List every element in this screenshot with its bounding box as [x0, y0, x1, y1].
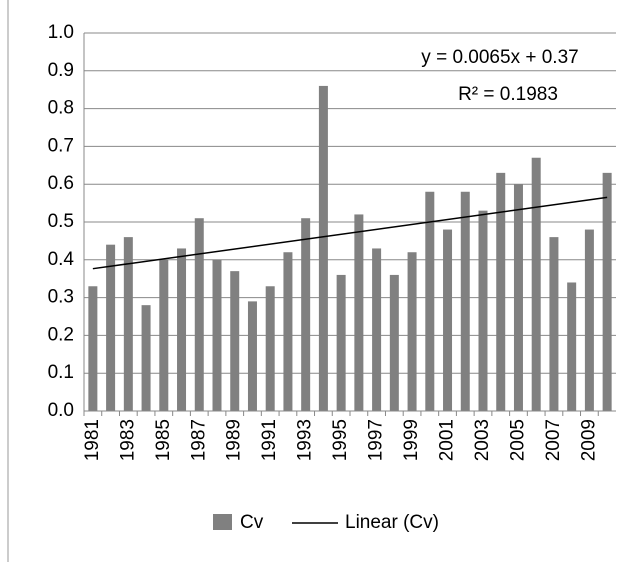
y-tick-label: 0.7	[48, 135, 74, 156]
y-tick-label: 0.9	[48, 60, 74, 81]
y-tick-label: 0.8	[48, 98, 74, 119]
x-tick-label: 1983	[117, 419, 138, 461]
trend-r-squared: R² = 0.1983	[458, 84, 558, 105]
y-tick-label: 1.0	[48, 22, 74, 43]
y-tick-label: 0.5	[48, 211, 74, 232]
trendline	[92, 196, 608, 270]
x-tick-label: 1985	[153, 419, 174, 461]
bar	[194, 218, 204, 411]
bar	[460, 191, 470, 411]
legend-swatch	[213, 514, 232, 530]
x-tick-label: 2001	[437, 419, 458, 461]
bar	[549, 237, 559, 411]
x-tick-label: 2007	[543, 419, 564, 461]
bar	[230, 271, 240, 411]
x-tick-label: 1981	[82, 419, 103, 461]
y-tick-label: 0.1	[48, 362, 74, 383]
x-tick-label: 1997	[366, 419, 387, 461]
bar	[318, 85, 328, 412]
bar	[141, 305, 151, 411]
y-tick-label: 0.2	[48, 324, 74, 345]
x-tick-label: 2009	[578, 419, 599, 461]
bar	[212, 259, 222, 411]
bar	[283, 252, 293, 411]
bar	[513, 184, 523, 411]
x-tick-label: 1993	[295, 419, 316, 461]
x-tick-label: 1987	[188, 419, 209, 461]
bar	[407, 252, 417, 411]
bar	[265, 286, 275, 411]
bar	[159, 259, 169, 411]
bar	[106, 244, 116, 411]
trend-equation: y = 0.0065x + 0.37	[421, 47, 578, 68]
x-tick-label: 1995	[330, 419, 351, 461]
x-tick-label: 2003	[472, 419, 493, 461]
bar	[602, 172, 612, 411]
bar	[567, 282, 577, 411]
bar	[88, 286, 98, 411]
bar	[301, 218, 311, 411]
bar	[354, 214, 364, 411]
bar	[389, 274, 399, 411]
bar	[478, 210, 488, 411]
bar	[531, 157, 541, 411]
legend-label: Linear (Cv)	[345, 512, 439, 533]
legend-label: Cv	[240, 512, 264, 533]
bar	[443, 229, 453, 411]
x-tick-label: 1989	[224, 419, 245, 461]
x-tick-label: 2005	[507, 419, 528, 461]
x-tick-label: 1991	[259, 419, 280, 461]
bar	[584, 229, 594, 411]
x-tick-label: 1999	[401, 419, 422, 461]
y-tick-label: 0.6	[48, 173, 74, 194]
y-tick-label: 0.4	[48, 249, 75, 270]
bar	[496, 172, 506, 411]
y-tick-label: 0.0	[48, 400, 74, 421]
bar	[247, 301, 257, 411]
y-tick-label: 0.3	[48, 287, 74, 308]
bar	[425, 191, 435, 411]
bar	[372, 248, 382, 411]
bar	[123, 237, 133, 411]
bar	[177, 248, 187, 411]
bar	[336, 274, 346, 411]
